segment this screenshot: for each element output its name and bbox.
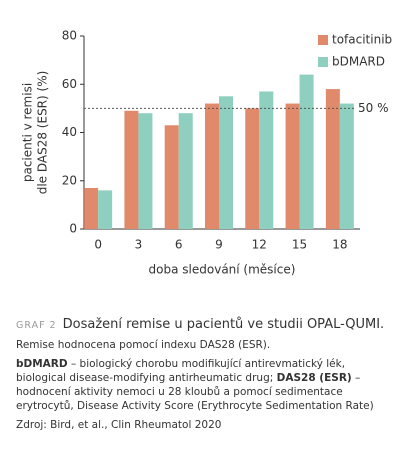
bar bbox=[138, 113, 153, 229]
source: Zdroj: Bird, et al., Clin Rheumatol 2020 bbox=[16, 419, 222, 431]
bar bbox=[98, 190, 113, 229]
definition: – hodnocení aktivity nemoci u 28 kloubů … bbox=[16, 372, 374, 412]
bar bbox=[219, 96, 233, 229]
caption: GRAF 2 Dosažení remise u pacientů ve stud… bbox=[16, 318, 396, 437]
bar bbox=[84, 187, 99, 229]
x-tick-label: 15 bbox=[292, 238, 307, 252]
legend-swatch bbox=[318, 35, 328, 45]
term: DAS28 (ESR) bbox=[276, 372, 352, 384]
x-tick-label: 0 bbox=[94, 238, 102, 252]
term: bDMARD bbox=[16, 358, 68, 370]
reference-label: 50 % bbox=[358, 101, 389, 115]
bar bbox=[339, 103, 354, 229]
bar bbox=[259, 91, 274, 229]
y-axis-label: dle DAS28 (ESR) (%) bbox=[36, 71, 50, 195]
y-axis-label: pacienti v remisi bbox=[21, 83, 35, 182]
x-tick-label: 12 bbox=[252, 238, 267, 252]
bar bbox=[325, 89, 340, 229]
definitions: bDMARD – biologický chorobu modifikující… bbox=[16, 357, 396, 413]
y-tick-label: 20 bbox=[62, 173, 77, 187]
bar bbox=[285, 103, 300, 229]
x-tick-label: 18 bbox=[332, 238, 347, 252]
y-tick-label: 60 bbox=[62, 77, 77, 91]
bar bbox=[164, 125, 179, 229]
bar bbox=[299, 74, 314, 229]
legend-label: tofacitinib bbox=[332, 33, 392, 47]
figure-label: GRAF 2 bbox=[16, 320, 57, 331]
definition: – biologický chorobu modifikující antire… bbox=[16, 358, 346, 384]
subtitle: Remise hodnocena pomocí indexu DAS28 (ES… bbox=[16, 339, 271, 351]
y-tick-label: 40 bbox=[62, 125, 77, 139]
x-axis-label: doba sledování (měsíce) bbox=[149, 263, 296, 277]
x-tick-label: 3 bbox=[135, 238, 143, 252]
bar bbox=[245, 108, 260, 229]
y-tick-label: 80 bbox=[62, 29, 77, 43]
legend-label: bDMARD bbox=[332, 55, 385, 69]
legend-swatch bbox=[318, 57, 328, 67]
bar bbox=[124, 110, 139, 229]
x-tick-label: 9 bbox=[215, 238, 223, 252]
bar bbox=[178, 113, 193, 229]
x-tick-label: 6 bbox=[175, 238, 183, 252]
figure-title: Dosažení remise u pacientů ve studii OPA… bbox=[62, 317, 385, 332]
y-tick-label: 0 bbox=[69, 222, 77, 236]
bar bbox=[205, 103, 219, 229]
